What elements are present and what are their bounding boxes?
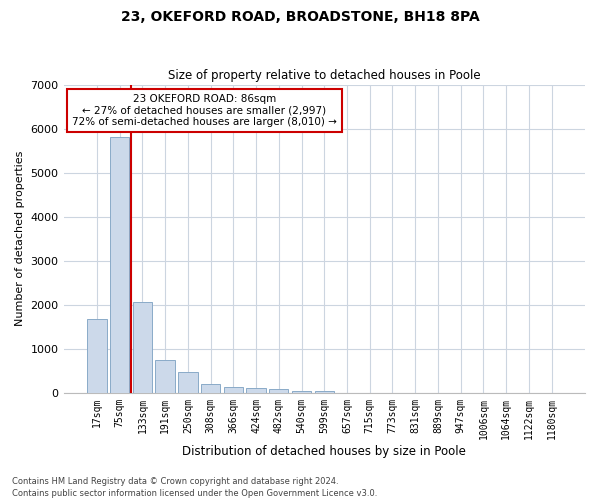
Bar: [314, 392, 334, 393]
Text: 23, OKEFORD ROAD, BROADSTONE, BH18 8PA: 23, OKEFORD ROAD, BROADSTONE, BH18 8PA: [121, 10, 479, 24]
Bar: [110, 136, 130, 393]
Bar: [87, 319, 107, 393]
Bar: [133, 302, 152, 393]
Text: Contains HM Land Registry data © Crown copyright and database right 2024.
Contai: Contains HM Land Registry data © Crown c…: [12, 476, 377, 498]
X-axis label: Distribution of detached houses by size in Poole: Distribution of detached houses by size …: [182, 444, 466, 458]
Title: Size of property relative to detached houses in Poole: Size of property relative to detached ho…: [168, 69, 481, 82]
Text: 23 OKEFORD ROAD: 86sqm
← 27% of detached houses are smaller (2,997)
72% of semi-: 23 OKEFORD ROAD: 86sqm ← 27% of detached…: [72, 94, 337, 127]
Bar: [292, 390, 311, 393]
Bar: [224, 387, 243, 393]
Bar: [155, 360, 175, 393]
Bar: [201, 384, 220, 393]
Bar: [247, 388, 266, 393]
Y-axis label: Number of detached properties: Number of detached properties: [15, 151, 25, 326]
Bar: [269, 390, 289, 393]
Bar: [178, 372, 197, 393]
